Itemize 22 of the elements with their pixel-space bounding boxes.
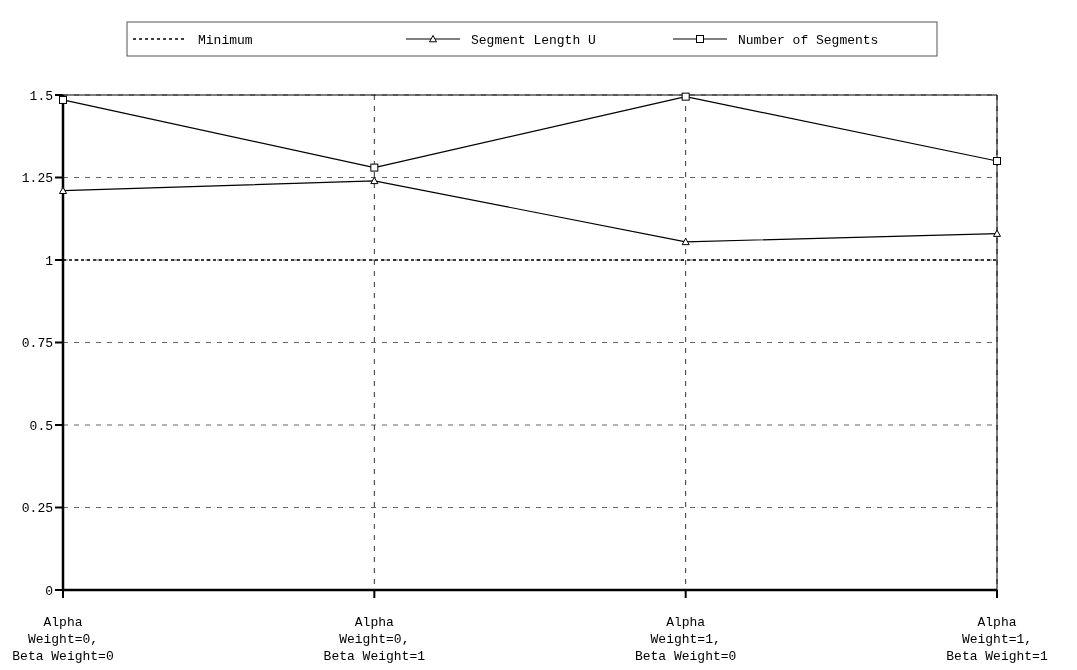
y-tick-label: 1.25 bbox=[21, 171, 53, 187]
point bbox=[59, 186, 67, 194]
point bbox=[370, 163, 379, 172]
point bbox=[993, 229, 1001, 237]
y-tick-label: 0 bbox=[45, 583, 53, 599]
point bbox=[370, 176, 379, 185]
point bbox=[681, 92, 690, 101]
y-tick-label: 0.5 bbox=[29, 418, 53, 434]
legend-label: Segment Length U bbox=[471, 32, 596, 48]
y-tick-label: 0.75 bbox=[21, 336, 53, 352]
y-tick-label: 1.5 bbox=[29, 88, 53, 104]
legend-label: Minimum bbox=[198, 32, 253, 48]
y-tick-label: 0.25 bbox=[21, 501, 53, 517]
x-tick-label: Alpha Weight=1, Beta Weight=0 bbox=[634, 615, 737, 664]
point bbox=[681, 237, 690, 246]
point bbox=[993, 157, 1001, 165]
point bbox=[59, 95, 67, 104]
y-tick-label: 1 bbox=[45, 253, 54, 269]
x-tick-label: Alpha Weight=0, Beta Weight=1 bbox=[323, 615, 426, 664]
x-tick-label: Alpha Weight=0, Beta Weight=0 bbox=[12, 615, 114, 664]
legend-label: Number of Segments bbox=[738, 32, 879, 48]
x-tick-label: Alpha Weight=1, Beta Weight=1 bbox=[946, 615, 1048, 664]
